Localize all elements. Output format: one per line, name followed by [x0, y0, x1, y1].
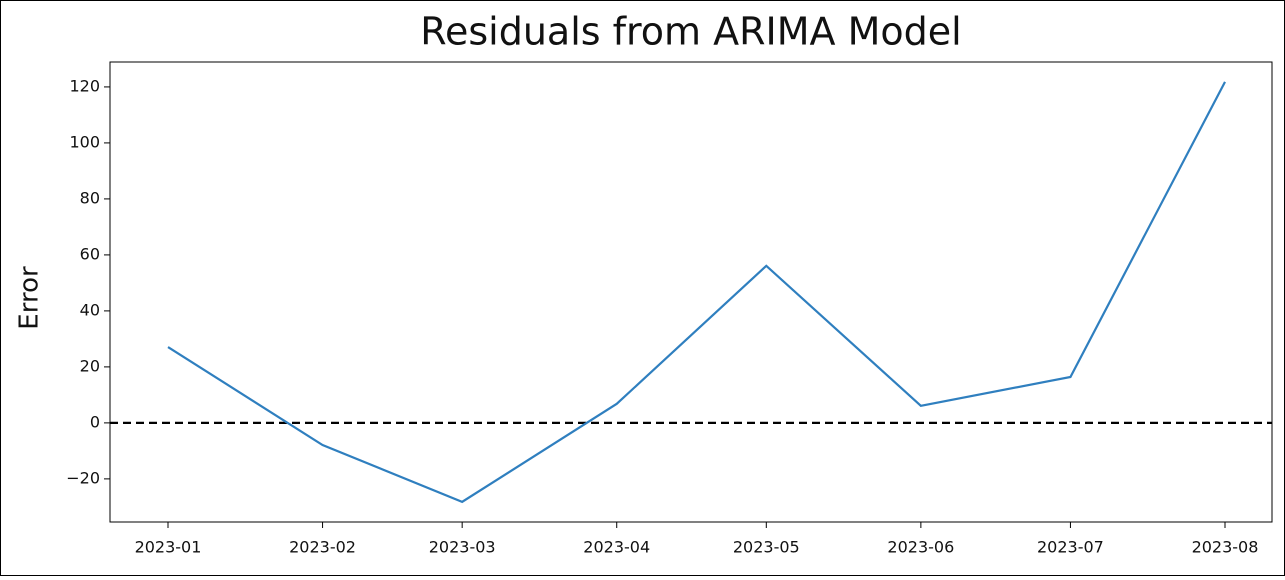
x-tick-label: 2023-04 [583, 538, 650, 557]
chart-title: Residuals from ARIMA Model [420, 10, 961, 54]
y-tick-label: −20 [66, 468, 100, 487]
y-tick-label: 60 [80, 244, 100, 263]
y-tick-label: 40 [80, 300, 100, 319]
y-tick-label: 120 [69, 76, 100, 95]
plot-area [109, 61, 1273, 523]
y-tick-label: 80 [80, 188, 100, 207]
x-tick-label: 2023-03 [429, 538, 496, 557]
x-tick-label: 2023-08 [1192, 538, 1259, 557]
x-tick-label: 2023-06 [887, 538, 954, 557]
y-axis-label: Error [15, 266, 45, 330]
x-tick-label: 2023-01 [135, 538, 202, 557]
y-tick-label: 0 [90, 412, 100, 431]
x-tick-label: 2023-02 [289, 538, 356, 557]
y-tick-label: 100 [69, 132, 100, 151]
x-tick-label: 2023-05 [733, 538, 800, 557]
series-line [167, 81, 1226, 504]
y-tick-label: 20 [80, 356, 100, 375]
x-tick-label: 2023-07 [1037, 538, 1104, 557]
